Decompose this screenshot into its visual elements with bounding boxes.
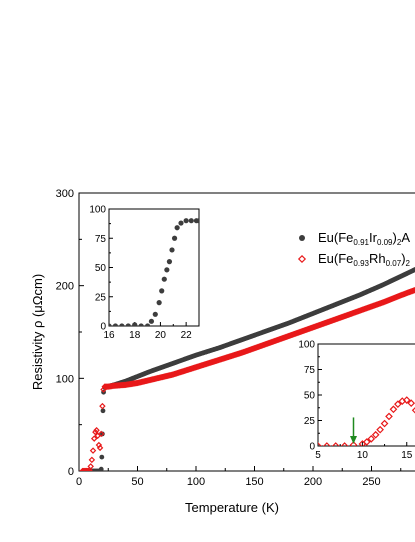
inset-y-tick-label: 0 [309,442,315,453]
inset-x-tick-label: 10 [357,450,369,461]
inset-data-point [157,300,162,305]
x-axis-title: Temperature (K) [185,500,279,515]
inset-data-point [178,220,183,225]
inset-y-tick-label: 100 [298,340,315,351]
inset-data-point [145,323,150,328]
data-point [100,404,105,409]
inset-data-point [106,323,111,328]
inset-y-tick-label: 25 [304,416,316,427]
inset-data-point [153,312,158,317]
y-tick-label: 100 [56,373,74,385]
inset-data-point [132,322,137,327]
inset-y-tick-label: 0 [100,322,106,333]
y-tick-label: 300 [56,188,74,200]
inset-data-point [119,323,124,328]
inset-y-tick-label: 100 [89,205,106,216]
inset-frame [109,209,199,326]
x-tick-label: 0 [76,476,82,488]
x-tick-label: 50 [131,476,143,488]
inset-data-point [172,236,177,241]
legend-text-part: A [401,230,410,245]
legend-marker [299,256,305,262]
legend-subscript: 0.07 [386,259,402,268]
inset-y-tick-label: 25 [95,292,107,303]
inset-y-tick-label: 75 [95,234,107,245]
inset-data-point [196,218,201,223]
legend-subscript: 0.91 [353,238,369,247]
inset-frame [318,344,415,446]
inset-data-point [126,323,131,328]
legend-text-part: Eu(Fe [318,251,353,266]
legend-subscript: 0.09 [377,238,393,247]
x-tick-label: 200 [304,476,322,488]
legend-label: Eu(Fe0.93Rh0.07)2 [318,251,411,268]
inset-x-tick-label: 5 [315,450,321,461]
inset-x-tick-label: 22 [181,330,193,341]
legend-subscript: 2 [406,259,411,268]
inset-data-point [167,259,172,264]
legend-text-part: Rh [369,251,386,266]
inset-x-tick-label: 15 [401,450,413,461]
inset-data-point [149,319,154,324]
inset-data-point [164,267,169,272]
inset-data-point [162,277,167,282]
inset-data-point [189,218,194,223]
inset-data-point [184,218,189,223]
data-point [101,408,106,413]
y-tick-label: 0 [68,466,74,478]
inset-x-tick-label: 18 [129,330,141,341]
legend: Eu(Fe0.91Ir0.09)2A Eu(Fe0.93Rh0.07)2 [299,230,411,268]
y-tick-label: 200 [56,281,74,293]
legend-subscript: 0.93 [353,259,369,268]
legend-label: Eu(Fe0.91Ir0.09)2A [318,230,410,247]
x-tick-label: 250 [362,476,380,488]
inset-data-point [113,323,118,328]
inset-data-point [159,288,164,293]
inset-y-tick-label: 75 [304,365,316,376]
inset-y-tick-label: 50 [95,263,107,274]
data-point [89,457,94,462]
inset-x-tick-label: 20 [155,330,167,341]
legend-marker [299,235,305,241]
inset-data-point [139,323,144,328]
data-point [99,467,104,472]
x-tick-label: 150 [245,476,263,488]
inset-y-tick-label: 50 [304,391,316,402]
legend-text-part: Eu(Fe [318,230,353,245]
data-point [91,448,96,453]
inset-lower-right: 51015200255075100 [298,340,415,462]
inset-data-point [175,225,180,230]
x-tick-label: 100 [187,476,205,488]
y-axis-title: Resistivity ρ (μΩcm) [30,274,45,390]
inset-data-point [169,247,174,252]
data-point [99,455,104,460]
